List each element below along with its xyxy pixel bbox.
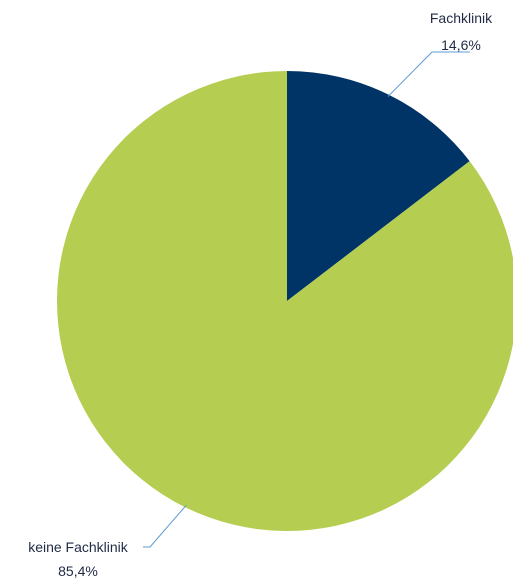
data-labels: Fachklinik 14,6% keine Fachklinik 85,4% [28, 10, 493, 579]
pie-slice-keine-fachklinik [57, 71, 513, 531]
category-label-fachklinik: Fachklinik [430, 10, 493, 26]
pie-slices [57, 71, 513, 531]
pie-slice-fachklinik [287, 71, 470, 301]
leader-line-fachklinik [387, 51, 470, 97]
value-label-fachklinik: 14,6% [441, 37, 481, 53]
value-label-keine-fachklinik: 85,4% [58, 563, 98, 579]
category-label-keine-fachklinik: keine Fachklinik [28, 539, 129, 555]
leader-line-keine-fachklinik [143, 505, 187, 548]
leader-lines [143, 51, 470, 548]
